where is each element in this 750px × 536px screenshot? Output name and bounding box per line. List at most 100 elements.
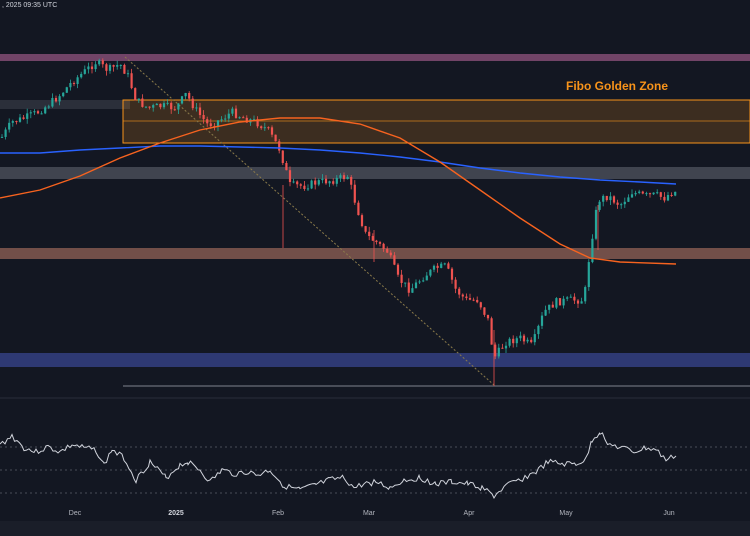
candle-body — [479, 302, 482, 308]
candle-body — [148, 106, 151, 108]
candle-body — [602, 195, 605, 202]
candle-body — [288, 170, 292, 183]
candle-body — [0, 136, 4, 138]
candle-body — [407, 282, 410, 293]
ma-long-line — [0, 117, 677, 265]
x-tick-jun: Jun — [663, 510, 675, 517]
candle-body — [206, 119, 209, 124]
candle-body — [591, 238, 594, 263]
candle-body — [432, 265, 436, 270]
candle-body — [101, 60, 104, 65]
candle-body — [620, 204, 623, 206]
candle-body — [389, 252, 392, 256]
candle-body — [576, 300, 580, 304]
candle-body — [530, 339, 533, 343]
price-zones — [0, 54, 750, 367]
candle-body — [126, 73, 130, 75]
candle-body — [166, 102, 169, 104]
candle-body — [522, 335, 526, 342]
trendlines — [123, 56, 750, 387]
candle-body — [321, 178, 324, 181]
candle-body — [339, 175, 342, 178]
candle-body — [216, 120, 220, 127]
candle-body — [134, 88, 137, 101]
x-tick-apr: Apr — [463, 510, 475, 517]
candle-body — [429, 269, 432, 276]
x-tick-dec: Dec — [68, 510, 82, 517]
candle-body — [245, 117, 248, 123]
candle-body — [303, 185, 306, 189]
candle-body — [69, 83, 72, 88]
candle-body — [123, 64, 126, 74]
candle-body — [72, 83, 76, 85]
candle-body — [494, 344, 497, 357]
candle-body — [378, 242, 382, 244]
candle-body — [252, 119, 256, 121]
candle-body — [159, 103, 162, 108]
candle-body — [598, 201, 601, 210]
candle-body — [51, 97, 54, 107]
candle-body — [141, 98, 144, 107]
candle-body — [605, 195, 608, 201]
candle-body — [512, 338, 515, 344]
candle-body — [22, 117, 25, 119]
candle-body — [8, 122, 11, 130]
price-zone-resistance — [0, 54, 750, 61]
candle-body — [526, 339, 529, 342]
candle-body — [396, 264, 400, 275]
candle-body — [328, 181, 331, 184]
candle-body — [224, 118, 227, 120]
candle-body — [414, 282, 418, 289]
price-zone-support — [0, 353, 750, 367]
candle-body — [569, 296, 572, 298]
candle-body — [65, 87, 68, 93]
candle-body — [436, 265, 439, 268]
candle-body — [616, 202, 619, 205]
candle-body — [393, 255, 396, 265]
candle-body — [47, 106, 50, 108]
x-tick-mar: Mar — [362, 510, 376, 517]
candle-body — [144, 106, 148, 108]
rsi-panel — [0, 397, 750, 500]
candle-body — [15, 121, 18, 123]
candle-body — [670, 195, 673, 197]
candle-body — [188, 92, 191, 99]
candle-body — [353, 184, 356, 203]
candle-body — [476, 299, 479, 303]
candle-body — [645, 193, 648, 195]
candle-body — [537, 325, 540, 335]
candle-body — [299, 184, 302, 186]
candle-body — [544, 309, 547, 316]
candle-body — [346, 176, 349, 180]
candle-body — [191, 98, 194, 109]
candle-body — [461, 294, 464, 297]
candle-body — [130, 73, 133, 89]
moving-averages — [0, 117, 677, 265]
candle-body — [584, 287, 587, 302]
candle-body — [202, 114, 205, 120]
candle-body — [54, 97, 58, 102]
candle-body — [497, 347, 500, 357]
candle-body — [58, 96, 61, 102]
candle-body — [533, 334, 536, 343]
candle-body — [198, 107, 202, 115]
candle-body — [263, 127, 266, 129]
candle-body — [296, 181, 299, 185]
candle-body — [231, 108, 234, 114]
candle-body — [400, 274, 403, 283]
candle-body — [450, 268, 454, 280]
x-tick-2025: 2025 — [168, 510, 184, 517]
candle-body — [454, 279, 457, 289]
price-zone-shadow — [0, 100, 130, 109]
candle-body — [180, 96, 184, 104]
candle-body — [465, 296, 468, 299]
candle-body — [371, 236, 374, 241]
candle-body — [548, 304, 551, 310]
candle-body — [562, 298, 565, 306]
rsi-line — [0, 432, 677, 500]
candle-body — [317, 180, 320, 185]
candle-body — [555, 298, 558, 308]
candle-body — [314, 180, 317, 185]
candle-body — [641, 191, 644, 194]
candle-body — [62, 92, 65, 97]
